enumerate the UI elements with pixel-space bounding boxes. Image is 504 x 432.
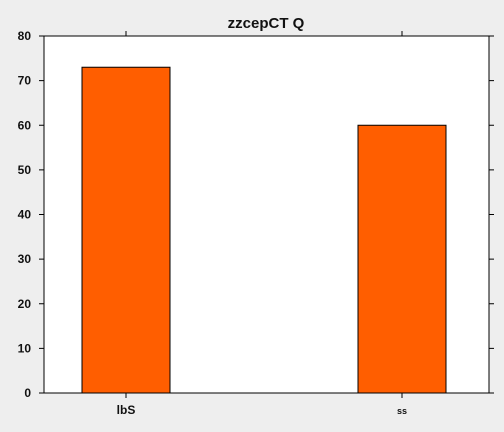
chart-title: zzcepCT Q (228, 15, 305, 32)
bar-lbS (81, 66, 171, 394)
y-tick-label: 40 (18, 208, 32, 222)
y-tick-label: 60 (18, 118, 32, 132)
y-tick-label: 70 (18, 74, 32, 88)
y-tick-label: 0 (24, 386, 31, 400)
x-tick-label: lbS (117, 403, 136, 417)
y-axis: 0 10 20 30 40 50 60 70 80 (18, 29, 494, 400)
bar-ss (357, 124, 447, 394)
plot-frame (43, 35, 490, 394)
x-tick-label: ss (397, 406, 407, 416)
y-tick-label: 50 (18, 163, 32, 177)
y-tick-label: 30 (18, 252, 32, 266)
y-tick-label: 10 (18, 341, 32, 355)
x-axis: lbS ss (117, 31, 407, 417)
y-tick-label: 80 (18, 29, 32, 43)
y-tick-label: 20 (18, 297, 32, 311)
